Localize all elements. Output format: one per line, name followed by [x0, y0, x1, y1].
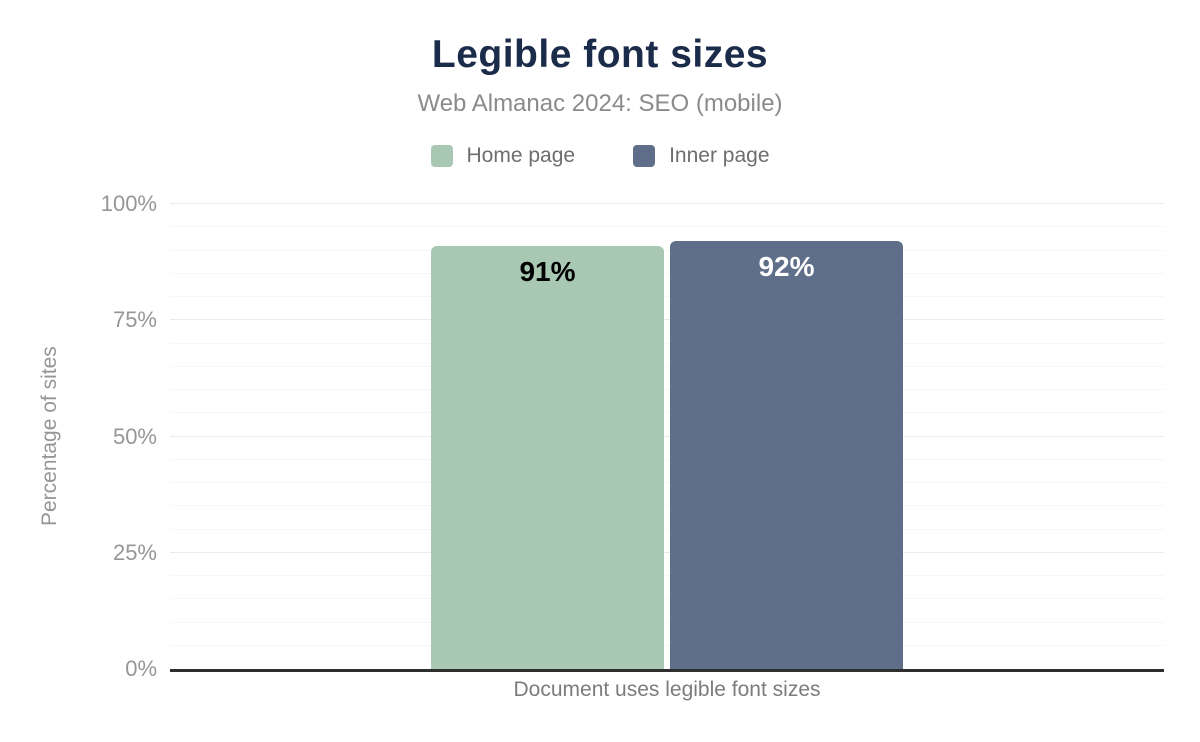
minor-gridline: [170, 249, 1164, 251]
minor-gridline: [170, 644, 1164, 646]
chart-subtitle: Web Almanac 2024: SEO (mobile): [417, 90, 783, 117]
minor-gridline: [170, 575, 1164, 576]
major-gridline: [170, 203, 1164, 204]
bar-home-page[interactable]: 91%: [431, 245, 664, 669]
bar-inner-page[interactable]: 92%: [670, 241, 903, 669]
y-tick-label: 50%: [112, 423, 157, 449]
y-axis-tick-labels: 0% 25% 50% 75% 100%: [0, 193, 157, 680]
minor-gridline: [170, 621, 1164, 623]
minor-gridline: [170, 412, 1164, 414]
y-tick-label: 100%: [100, 191, 157, 216]
legend-item-home-page: Home page: [430, 144, 576, 168]
minor-gridline: [170, 365, 1164, 367]
minor-gridline: [170, 296, 1164, 297]
plot-area: 91% 92%: [170, 203, 1164, 672]
legend-item-inner-page: Inner page: [633, 144, 770, 168]
minor-gridline: [170, 389, 1164, 390]
minor-gridline: [170, 505, 1164, 507]
major-gridline: [170, 435, 1164, 437]
y-tick-label: 25%: [112, 539, 157, 565]
minor-gridline: [170, 458, 1164, 460]
y-tick-label: 0%: [125, 656, 157, 681]
chart-title: Legible font sizes: [431, 33, 769, 76]
minor-gridline: [170, 272, 1164, 274]
legend-label-home-page: Home page: [466, 144, 576, 167]
legend-swatch-inner-page-icon: [633, 145, 656, 167]
minor-gridline: [170, 226, 1164, 228]
minor-gridline: [170, 342, 1164, 344]
major-gridline: [170, 551, 1164, 553]
bar-value-label: 92%: [758, 251, 815, 283]
legend-swatch-home-page-icon: [430, 145, 453, 167]
bar-value-label: 91%: [519, 255, 576, 287]
minor-gridline: [170, 598, 1164, 600]
y-tick-label: 75%: [112, 307, 157, 333]
legend-label-inner-page: Inner page: [669, 144, 770, 167]
minor-gridline: [170, 528, 1164, 530]
major-gridline: [170, 319, 1164, 321]
minor-gridline: [170, 482, 1164, 483]
legend: Home page Inner page: [0, 144, 1200, 168]
x-axis-category-label: Document uses legible font sizes: [513, 678, 821, 701]
